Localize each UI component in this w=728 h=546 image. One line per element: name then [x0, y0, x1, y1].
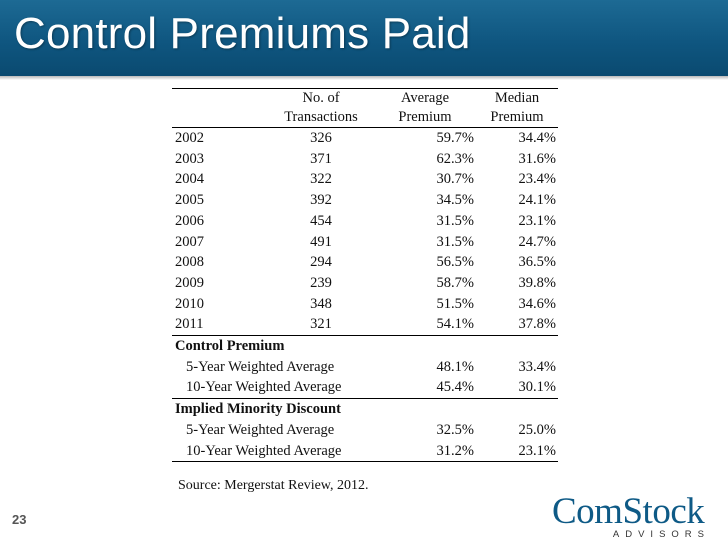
median-premium-cell: 24.7% — [518, 233, 556, 250]
median-premium-cell: 24.1% — [518, 192, 556, 209]
section-label-control-premium: Control Premium — [172, 335, 558, 357]
transactions-cell: 294 — [310, 254, 332, 271]
average-premium-cell: 30.7% — [436, 171, 474, 188]
year-cell: 2007 — [175, 233, 204, 250]
table-row: 2002 326 59.7% 34.4% — [172, 128, 558, 149]
median-premium-cell: 37.8% — [518, 316, 556, 333]
transactions-cell: 321 — [310, 316, 332, 333]
median-premium-cell: 25.0% — [518, 421, 556, 438]
median-premium-cell: 39.8% — [518, 274, 556, 291]
title-bar: Control Premiums Paid — [0, 0, 728, 80]
section-header-row: Implied Minority Discount — [172, 398, 558, 420]
logo-wordmark: ComStock — [552, 491, 705, 532]
header-median-line2: Premium — [476, 108, 558, 128]
slide-number: 23 — [12, 512, 27, 527]
median-premium-cell: 34.6% — [518, 295, 556, 312]
table-row: 2004 322 30.7% 23.4% — [172, 169, 558, 190]
summary-row: 10-Year Weighted Average 45.4% 30.1% — [172, 377, 558, 398]
summary-row: 5-Year Weighted Average 48.1% 33.4% — [172, 357, 558, 378]
header-transactions-line2: Transactions — [268, 108, 374, 128]
summary-row: 5-Year Weighted Average 32.5% 25.0% — [172, 420, 558, 441]
year-cell: 2002 — [175, 130, 204, 146]
average-premium-cell: 62.3% — [436, 150, 474, 167]
section-label-minority-discount: Implied Minority Discount — [172, 398, 558, 420]
table-row: 2009 239 58.7% 39.8% — [172, 273, 558, 294]
year-cell: 2006 — [175, 212, 204, 229]
table-row: 2008 294 56.5% 36.5% — [172, 252, 558, 273]
year-cell: 2008 — [175, 254, 204, 271]
header-average-line2: Premium — [374, 108, 476, 128]
table-row: 2011 321 54.1% 37.8% — [172, 314, 558, 335]
year-cell: 2005 — [175, 192, 204, 209]
premiums-table: No. of Average Median Transactions Premi… — [172, 89, 558, 463]
median-premium-cell: 36.5% — [518, 254, 556, 271]
transactions-cell: 322 — [310, 171, 332, 188]
summary-label: 5-Year Weighted Average — [186, 358, 335, 375]
title-bar-shadow — [0, 76, 728, 80]
header-year-blank — [172, 108, 268, 128]
header-year — [172, 89, 268, 108]
median-premium-cell: 34.4% — [518, 130, 556, 146]
header-average-line1: Average — [400, 90, 450, 106]
average-premium-cell: 59.7% — [436, 130, 474, 146]
table-row: 2003 371 62.3% 31.6% — [172, 149, 558, 170]
median-premium-cell: 23.1% — [518, 212, 556, 229]
summary-label: 10-Year Weighted Average — [186, 379, 342, 396]
table-row: 2006 454 31.5% 23.1% — [172, 211, 558, 232]
average-premium-cell: 31.5% — [436, 212, 474, 229]
year-cell: 2011 — [175, 316, 204, 333]
logo-tagline: ADVISORS — [612, 529, 710, 540]
transactions-cell: 392 — [310, 192, 332, 209]
summary-label: 10-Year Weighted Average — [172, 440, 374, 463]
median-premium-cell: 33.4% — [518, 358, 556, 375]
transactions-cell: 326 — [310, 130, 332, 146]
transactions-cell: 239 — [310, 274, 332, 291]
year-cell: 2010 — [175, 295, 204, 312]
median-premium-cell: 23.4% — [518, 171, 556, 188]
header-transactions-line1: No. of — [302, 90, 340, 106]
section-header-row: Control Premium — [172, 335, 558, 357]
year-cell: 2004 — [175, 171, 204, 188]
transactions-cell: 491 — [310, 233, 332, 250]
table-row: 2007 491 31.5% 24.7% — [172, 232, 558, 253]
year-cell: 2003 — [175, 150, 204, 167]
premiums-table-container: No. of Average Median Transactions Premi… — [172, 88, 558, 463]
average-premium-cell: 34.5% — [436, 192, 474, 209]
transactions-cell: 371 — [310, 150, 332, 167]
transactions-cell: 348 — [310, 295, 332, 312]
header-row-1: No. of Average Median — [172, 89, 558, 108]
average-premium-cell: 32.5% — [436, 421, 474, 438]
average-premium-cell: 58.7% — [436, 274, 474, 291]
median-premium-cell: 30.1% — [518, 379, 556, 396]
average-premium-cell: 51.5% — [436, 295, 474, 312]
table-row: 2010 348 51.5% 34.6% — [172, 294, 558, 315]
median-premium-cell: 31.6% — [518, 150, 556, 167]
table-row: 2005 392 34.5% 24.1% — [172, 190, 558, 211]
header-median-line1: Median — [494, 90, 540, 106]
average-premium-cell: 31.2% — [374, 440, 476, 463]
average-premium-cell: 48.1% — [436, 358, 474, 375]
summary-row: 10-Year Weighted Average 31.2% 23.1% — [172, 440, 558, 463]
average-premium-cell: 56.5% — [436, 254, 474, 271]
average-premium-cell: 31.5% — [436, 233, 474, 250]
header-row-2: Transactions Premium Premium — [172, 108, 558, 128]
table-top-rule — [172, 88, 558, 89]
average-premium-cell: 45.4% — [436, 379, 474, 396]
comstock-logo: ComStock ADVISORS — [552, 491, 714, 542]
source-note: Source: Mergerstat Review, 2012. — [178, 478, 369, 493]
year-cell: 2009 — [175, 274, 204, 291]
median-premium-cell: 23.1% — [476, 440, 558, 463]
summary-label: 5-Year Weighted Average — [186, 421, 335, 438]
slide-title: Control Premiums Paid — [14, 9, 471, 58]
transactions-cell: 454 — [310, 212, 332, 229]
average-premium-cell: 54.1% — [436, 316, 474, 333]
